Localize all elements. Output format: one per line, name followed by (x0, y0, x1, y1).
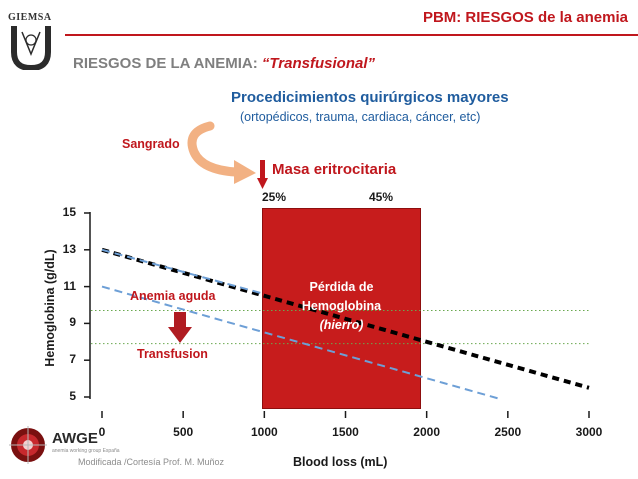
credit-note: Modificada /Cortesía Prof. M. Muñoz (78, 457, 225, 467)
masa-eritrocitaria-label: Masa eritrocitaria (272, 161, 397, 178)
giemsa-logo-text: GIEMSA (8, 12, 52, 23)
x-tick-label: 0 (98, 425, 106, 439)
transfusion-label: Transfusion (137, 347, 208, 361)
percent-45-label: 45% (369, 190, 394, 204)
series-line-blue (101, 248, 265, 295)
x-tick-label: 2500 (494, 425, 522, 439)
box-line-2: Hemoglobina (301, 299, 382, 313)
awge-text: AWGE (52, 430, 98, 447)
percent-25-label: 25% (262, 190, 287, 204)
x-tick-label: 500 (173, 425, 194, 439)
x-tick-label: 1000 (250, 425, 278, 439)
university-logo-icon (11, 26, 51, 70)
transfusion-arrow-icon (168, 312, 192, 343)
procedures-title: Procedicimientos quirúrgicos mayores (231, 89, 509, 106)
y-tick-label: 9 (69, 315, 76, 330)
x-tick-label: 3000 (575, 425, 603, 439)
subtitle-prefix: RIESGOS DE LA ANEMIA: (73, 55, 262, 72)
curved-arrow-icon (187, 121, 256, 184)
hemoglobin-loss-box (262, 208, 421, 409)
anemia-aguda-label: Anemia aguda (130, 289, 216, 303)
page-title: PBM: RIESGOS de la anemia (422, 9, 628, 26)
box-line-1: Pérdida de (309, 280, 374, 294)
sangrado-label: Sangrado (122, 137, 180, 151)
y-tick-label: 7 (69, 352, 76, 367)
series-line-blue (101, 285, 500, 400)
x-tick-label: 1500 (332, 425, 359, 439)
y-tick-label: 13 (62, 241, 76, 256)
y-tick-label: 11 (63, 278, 76, 293)
chart-axes (84, 212, 590, 418)
box-text: Pérdida de Hemoglobina (hierro) (262, 278, 421, 335)
y-tick-label: 15 (62, 205, 76, 219)
awge-subtext: anemia working group España (52, 448, 120, 454)
y-tick-label: 5 (69, 389, 76, 403)
awge-logo-icon (9, 426, 47, 464)
x-tick-label: 2000 (413, 425, 440, 439)
procedures-detail: (ortopédicos, trauma, cardiaca, cáncer, … (240, 110, 481, 124)
x-axis-label: Blood loss (mL) (293, 455, 388, 469)
box-line-3: (hierro) (319, 318, 364, 332)
down-arrow-icon (257, 160, 268, 189)
chart-lines (91, 247, 590, 400)
title-divider (65, 34, 638, 36)
subtitle-highlight: “Transfusional” (261, 55, 375, 72)
section-subtitle: RIESGOS DE LA ANEMIA: “Transfusional” (73, 55, 375, 72)
